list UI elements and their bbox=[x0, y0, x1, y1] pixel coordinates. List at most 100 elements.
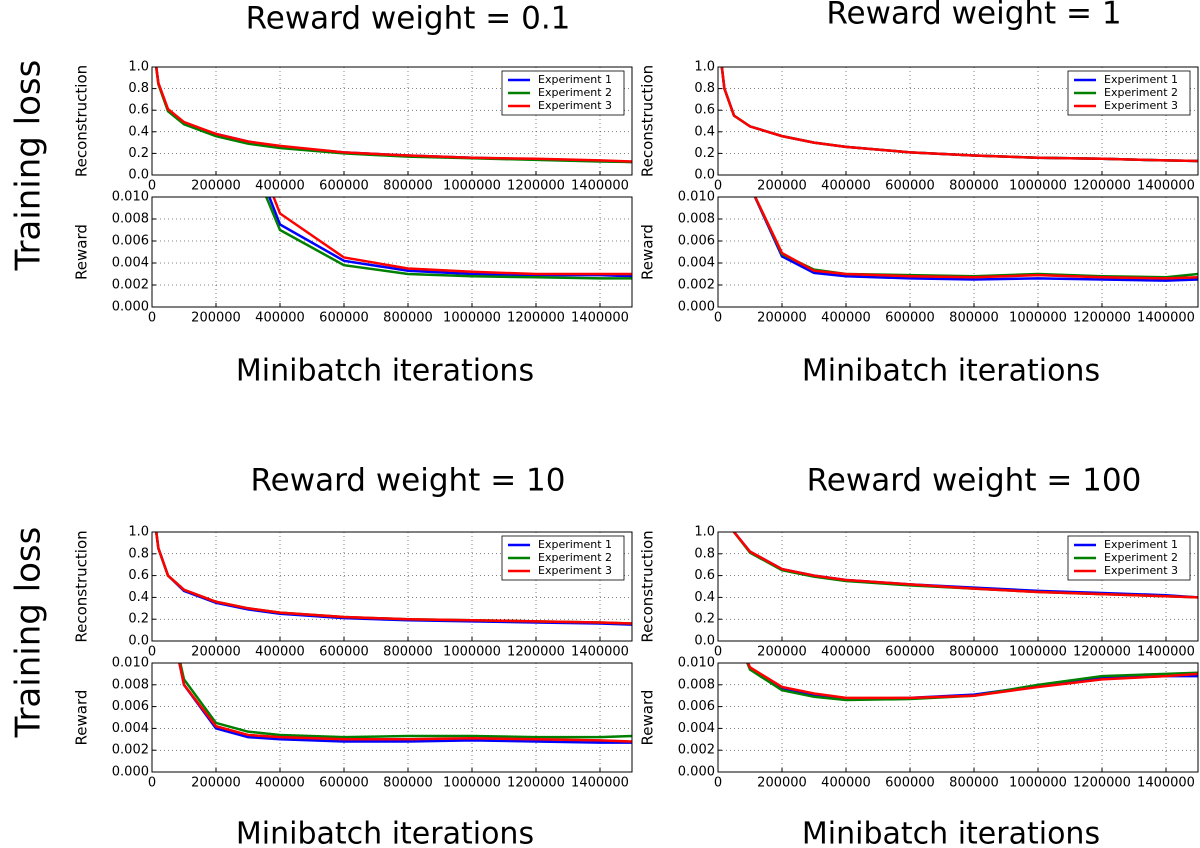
x-tick-label: 200000 bbox=[191, 179, 241, 194]
x-tick-label: 600000 bbox=[319, 645, 369, 660]
legend-label: Experiment 3 bbox=[538, 564, 612, 577]
plot-frame bbox=[151, 196, 633, 308]
legend-label: Experiment 3 bbox=[1104, 564, 1178, 577]
x-tick-label: 1400000 bbox=[571, 776, 629, 791]
x-tick-label: 400000 bbox=[255, 776, 305, 791]
legend-label: Experiment 2 bbox=[1104, 551, 1178, 564]
y-tick-label: 0.4 bbox=[694, 590, 715, 605]
x-tick-label: 1000000 bbox=[443, 311, 501, 326]
x-tick-label: 1400000 bbox=[571, 179, 629, 194]
x-tick-label: 1200000 bbox=[1073, 179, 1131, 194]
series-line bbox=[264, 197, 632, 280]
y-tick-label: 1.0 bbox=[128, 525, 149, 540]
y-tick-label: 0.2 bbox=[128, 146, 149, 161]
x-tick-label: 600000 bbox=[885, 179, 935, 194]
y-tick-label: 0.002 bbox=[678, 743, 715, 758]
y-tick-label: 0.000 bbox=[112, 765, 149, 780]
y-tick-label: 0.2 bbox=[128, 612, 149, 627]
y-tick-label: 0.0 bbox=[128, 634, 149, 649]
y-tick-label: 0.0 bbox=[694, 634, 715, 649]
x-tick-label: 1400000 bbox=[1137, 311, 1195, 326]
x-tick-label: 1000000 bbox=[443, 179, 501, 194]
x-tick-label: 1000000 bbox=[1009, 645, 1067, 660]
y-tick-label: 1.0 bbox=[694, 60, 715, 75]
x-tick-label: 0 bbox=[148, 179, 156, 194]
chart-title: Reward weight = 100 bbox=[807, 463, 1142, 499]
y-tick-label: 0.008 bbox=[112, 677, 149, 692]
x-axis-label: Minibatch iterations bbox=[236, 817, 534, 848]
x-tick-label: 600000 bbox=[885, 776, 935, 791]
y-tick-label: 0.010 bbox=[678, 190, 715, 205]
x-tick-label: 0 bbox=[714, 776, 722, 791]
x-tick-label: 1000000 bbox=[1009, 776, 1067, 791]
y-tick-label: 0.8 bbox=[694, 81, 715, 96]
x-tick-label: 400000 bbox=[255, 645, 305, 660]
x-tick-label: 800000 bbox=[383, 776, 433, 791]
x-tick-label: 1200000 bbox=[1073, 645, 1131, 660]
y-tick-label: 0.000 bbox=[678, 300, 715, 315]
x-tick-label: 600000 bbox=[885, 645, 935, 660]
legend-label: Experiment 3 bbox=[538, 99, 612, 112]
y-axis-label: Reward bbox=[639, 690, 657, 746]
y-axis-label: Reconstruction bbox=[73, 65, 91, 177]
x-tick-label: 400000 bbox=[821, 776, 871, 791]
x-axis-label: Minibatch iterations bbox=[236, 354, 534, 389]
x-tick-label: 800000 bbox=[949, 776, 999, 791]
series-line bbox=[732, 532, 1198, 599]
x-tick-label: 200000 bbox=[191, 645, 241, 660]
row-label: Training loss bbox=[9, 60, 49, 272]
y-tick-label: 0.008 bbox=[678, 212, 715, 227]
legend-label: Experiment 1 bbox=[1104, 73, 1178, 86]
y-axis-label: Reconstruction bbox=[639, 65, 657, 177]
x-tick-label: 600000 bbox=[319, 311, 369, 326]
x-tick-label: 800000 bbox=[383, 179, 433, 194]
y-tick-label: 0.008 bbox=[112, 212, 149, 227]
y-tick-label: 0.006 bbox=[678, 234, 715, 249]
y-tick-label: 0.2 bbox=[694, 146, 715, 161]
chart-title: Reward weight = 1 bbox=[826, 0, 1121, 32]
y-tick-label: 0.6 bbox=[128, 103, 149, 118]
y-tick-label: 0.006 bbox=[678, 699, 715, 714]
legend-label: Experiment 1 bbox=[538, 73, 612, 86]
plot-frame bbox=[717, 196, 1199, 308]
series-line bbox=[753, 197, 1198, 280]
x-tick-label: 800000 bbox=[949, 645, 999, 660]
x-tick-label: 1000000 bbox=[443, 776, 501, 791]
y-tick-label: 1.0 bbox=[694, 525, 715, 540]
x-tick-label: 0 bbox=[148, 311, 156, 326]
x-tick-label: 400000 bbox=[255, 311, 305, 326]
y-tick-label: 0.6 bbox=[128, 568, 149, 583]
y-tick-label: 0.004 bbox=[112, 256, 149, 271]
x-tick-label: 200000 bbox=[757, 776, 807, 791]
legend-label: Experiment 2 bbox=[1104, 86, 1178, 99]
y-tick-label: 0.000 bbox=[678, 765, 715, 780]
legend-label: Experiment 1 bbox=[1104, 538, 1178, 551]
plot-frame bbox=[151, 66, 633, 176]
x-tick-label: 400000 bbox=[821, 311, 871, 326]
y-axis-label: Reward bbox=[639, 224, 657, 280]
x-tick-label: 1200000 bbox=[507, 179, 565, 194]
x-axis-label: Minibatch iterations bbox=[802, 354, 1100, 389]
x-tick-label: 1200000 bbox=[507, 645, 565, 660]
x-tick-label: 600000 bbox=[319, 179, 369, 194]
row-label: Training loss bbox=[9, 527, 49, 739]
legend-label: Experiment 3 bbox=[1104, 99, 1178, 112]
y-tick-label: 0.004 bbox=[678, 721, 715, 736]
y-axis-label: Reward bbox=[73, 690, 91, 746]
y-tick-label: 0.6 bbox=[694, 103, 715, 118]
series-line bbox=[272, 197, 632, 276]
x-tick-label: 1400000 bbox=[571, 311, 629, 326]
x-tick-label: 200000 bbox=[757, 645, 807, 660]
series-line bbox=[179, 663, 632, 739]
y-tick-label: 0.0 bbox=[694, 168, 715, 183]
x-tick-label: 1400000 bbox=[1137, 645, 1195, 660]
y-tick-label: 0.4 bbox=[128, 124, 149, 139]
x-tick-label: 600000 bbox=[319, 776, 369, 791]
y-axis-label: Reconstruction bbox=[73, 530, 91, 642]
y-tick-label: 0.002 bbox=[112, 278, 149, 293]
x-tick-label: 1400000 bbox=[1137, 776, 1195, 791]
series-line bbox=[155, 532, 632, 625]
series-line bbox=[178, 663, 632, 743]
x-tick-label: 0 bbox=[714, 645, 722, 660]
x-tick-label: 200000 bbox=[757, 179, 807, 194]
